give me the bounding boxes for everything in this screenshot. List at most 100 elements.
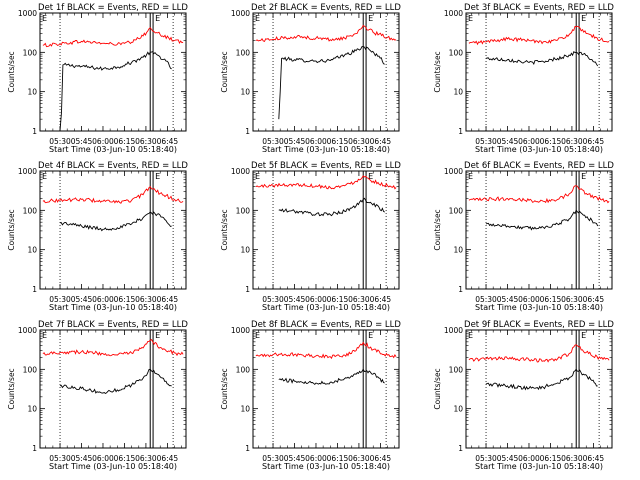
marker-label-right: E <box>581 14 586 23</box>
y-tick-label: 100 <box>236 365 251 374</box>
series-lld-line <box>255 341 397 360</box>
y-tick-label: 1 <box>32 285 37 294</box>
x-tick-label: 06:15 <box>540 295 562 304</box>
x-tick-label: 06:45 <box>157 137 179 146</box>
y-tick-label: 100 <box>449 48 464 57</box>
x-tick-label: 05:45 <box>497 454 519 463</box>
y-tick-label: 10 <box>27 405 37 414</box>
y-tick-label: 100 <box>23 206 38 215</box>
chart-title: Det 3f BLACK = Events, RED = LLD <box>464 3 614 13</box>
plot-frame <box>39 12 187 132</box>
marker-label-right: E <box>155 14 160 23</box>
y-axis-label: Counts/sec <box>7 51 16 92</box>
plot-frame <box>465 12 613 132</box>
series-events-line <box>278 46 385 120</box>
y-tick-label: 10 <box>453 246 463 255</box>
x-tick-label: 06:45 <box>157 295 179 304</box>
x-tick-label: 06:15 <box>114 454 136 463</box>
y-axis-label: Counts/sec <box>7 368 16 409</box>
x-tick-label: 05:45 <box>497 295 519 304</box>
plot-frame <box>465 170 613 290</box>
x-tick-label: 06:00 <box>518 295 540 304</box>
x-tick-label: 05:45 <box>284 137 306 146</box>
series-events-line <box>59 51 172 132</box>
x-tick-label: 06:30 <box>561 137 583 146</box>
x-tick-label: 06:30 <box>135 454 157 463</box>
x-tick-label: 06:30 <box>348 295 370 304</box>
series-lld-line <box>255 175 397 190</box>
y-axis-label: Counts/sec <box>220 209 229 250</box>
y-tick-label: 10 <box>453 88 463 97</box>
x-tick-label: 06:00 <box>305 454 327 463</box>
x-tick-label: 06:45 <box>370 137 392 146</box>
x-tick-label: 06:45 <box>583 295 605 304</box>
marker-label-left: E <box>468 14 473 23</box>
y-tick-label: 100 <box>236 48 251 57</box>
series-lld-line <box>42 339 184 357</box>
x-tick-label: 05:30 <box>49 137 71 146</box>
y-axis-label: Counts/sec <box>220 368 229 409</box>
y-tick-label: 1000 <box>444 9 463 18</box>
x-tick-label: 05:30 <box>475 295 497 304</box>
x-tick-label: 06:00 <box>518 454 540 463</box>
marker-label-left: E <box>255 172 260 181</box>
y-tick-label: 1000 <box>231 167 250 176</box>
series-lld-line <box>468 344 610 363</box>
x-tick-label: 06:30 <box>561 295 583 304</box>
y-tick-label: 1 <box>245 444 250 453</box>
x-tick-label: 06:30 <box>561 454 583 463</box>
y-tick-label: 1000 <box>18 167 37 176</box>
x-axis-label: Start Time (03-Jun-10 05:18:40) <box>262 462 390 471</box>
x-tick-label: 06:00 <box>305 295 327 304</box>
y-tick-label: 10 <box>453 405 463 414</box>
y-axis-label: Counts/sec <box>7 209 16 250</box>
chart-title: Det 7f BLACK = Events, RED = LLD <box>38 320 188 330</box>
x-tick-label: 06:15 <box>327 454 349 463</box>
x-tick-label: 05:30 <box>475 137 497 146</box>
y-tick-label: 100 <box>449 365 464 374</box>
marker-label-right: E <box>155 331 160 340</box>
chart-panel-5: Det 5f BLACK = Events, RED = LLD 1 10 100 10… <box>220 161 401 312</box>
chart-panel-8: Det 8f BLACK = Events, RED = LLD 1 10 100 10… <box>220 320 401 471</box>
marker-label-right: E <box>581 172 586 181</box>
chart-title: Det 8f BLACK = Events, RED = LLD <box>251 320 401 330</box>
chart-title: Det 4f BLACK = Events, RED = LLD <box>38 161 188 171</box>
y-tick-label: 1 <box>458 285 463 294</box>
y-tick-label: 10 <box>240 246 250 255</box>
y-tick-label: 100 <box>23 365 38 374</box>
x-tick-label: 06:00 <box>305 137 327 146</box>
plot-frame <box>252 170 400 290</box>
y-tick-label: 1 <box>32 127 37 136</box>
y-tick-label: 1 <box>32 444 37 453</box>
plot-frame <box>39 170 187 290</box>
y-tick-label: 100 <box>449 206 464 215</box>
marker-label-left: E <box>42 14 47 23</box>
chart-panel-3: Det 3f BLACK = Events, RED = LLD 1 10 100 10… <box>433 3 614 154</box>
series-events-line <box>59 211 172 232</box>
x-axis-label: Start Time (03-Jun-10 05:18:40) <box>49 303 177 312</box>
x-tick-label: 06:30 <box>135 137 157 146</box>
marker-label-right: E <box>581 331 586 340</box>
plot-frame <box>252 12 400 132</box>
plot-frame <box>39 329 187 449</box>
y-tick-label: 100 <box>236 206 251 215</box>
chart-title: Det 9f BLACK = Events, RED = LLD <box>464 320 614 330</box>
x-tick-label: 05:30 <box>475 454 497 463</box>
chart-panel-9: Det 9f BLACK = Events, RED = LLD 1 10 100 10… <box>433 320 614 471</box>
marker-label-left: E <box>255 331 260 340</box>
y-tick-label: 1000 <box>231 326 250 335</box>
x-axis-label: Start Time (03-Jun-10 05:18:40) <box>475 145 603 154</box>
x-tick-label: 06:15 <box>114 137 136 146</box>
y-tick-label: 10 <box>27 88 37 97</box>
series-events-line <box>485 368 598 391</box>
x-tick-label: 06:15 <box>540 454 562 463</box>
series-lld-line <box>42 186 184 204</box>
x-tick-label: 06:45 <box>583 454 605 463</box>
chart-panel-4: Det 4f BLACK = Events, RED = LLD 1 10 100 10… <box>7 161 188 312</box>
chart-title: Det 6f BLACK = Events, RED = LLD <box>464 161 614 171</box>
y-tick-label: 1 <box>245 285 250 294</box>
y-tick-label: 1 <box>458 444 463 453</box>
x-tick-label: 06:00 <box>92 295 114 304</box>
y-tick-label: 1000 <box>18 9 37 18</box>
